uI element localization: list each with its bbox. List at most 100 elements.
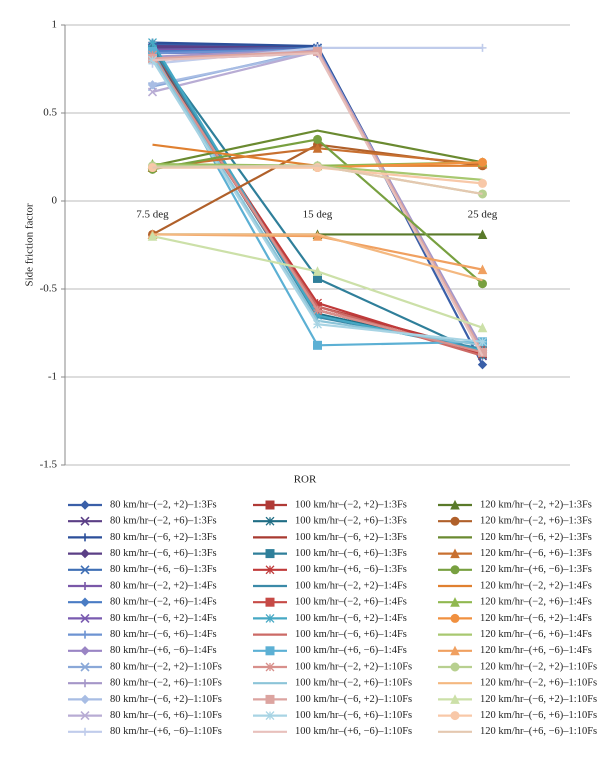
series-line (152, 233, 483, 282)
marker (478, 337, 487, 347)
marker (265, 646, 275, 656)
series-line (152, 164, 483, 196)
legend-label: 120 km/hr–(−6, +2)–1:4Fs (480, 613, 592, 624)
legend-label: 100 km/hr–(−2, +2)–1:4Fs (295, 580, 407, 591)
marker (81, 679, 89, 688)
marker (80, 711, 90, 721)
legend-label: 120 km/hr–(−6, +6)–1:4Fs (480, 629, 592, 640)
legend-label: 100 km/hr–(+6, −6)–1:3Fs (295, 564, 407, 575)
marker (80, 500, 90, 510)
marker (450, 499, 460, 510)
marker (478, 43, 487, 52)
series (152, 129, 483, 167)
x-tick-label: 7.5 deg (136, 209, 169, 221)
legend-label: 120 km/hr–(−2, +6)–1:3Fs (480, 516, 592, 527)
marker (450, 694, 460, 704)
legend-label: 100 km/hr–(−2, +6)–1:3Fs (295, 516, 407, 527)
marker (265, 516, 275, 526)
series-line (152, 52, 484, 357)
legend-label: 100 km/hr–(−6, +6)–1:10Fs (295, 710, 412, 721)
marker (450, 645, 460, 656)
legend-label: 80 km/hr–(−2, +2)–1:10Fs (110, 661, 222, 672)
series (147, 231, 488, 333)
series-line (151, 143, 483, 236)
marker (80, 662, 90, 672)
y-tick-label: -1.5 (40, 459, 58, 471)
legend-label: 80 km/hr–(−6, +6)–1:10Fs (110, 710, 222, 721)
marker (148, 38, 157, 48)
marker (81, 630, 89, 639)
marker (478, 157, 487, 167)
legend-label: 120 km/hr–(−2, +6)–1:4Fs (480, 597, 592, 608)
marker (450, 613, 460, 623)
legend-label: 80 km/hr–(−2, +6)–1:4Fs (110, 597, 217, 608)
marker (265, 662, 275, 672)
marker (265, 694, 275, 704)
legend-label: 80 km/hr–(−6, +2)–1:4Fs (110, 613, 217, 624)
marker (80, 613, 90, 623)
series (152, 164, 483, 196)
marker (450, 516, 460, 526)
legend-label: 80 km/hr–(−6, +6)–1:3Fs (110, 548, 217, 559)
legend-label: 120 km/hr–(−6, +6)–1:3Fs (480, 548, 592, 559)
marker (313, 305, 322, 315)
marker (478, 347, 487, 357)
legend-label: 120 km/hr–(+6, −6)–1:10Fs (480, 726, 597, 737)
marker (80, 694, 90, 705)
legend-label: 100 km/hr–(−6, +6)–1:3Fs (295, 548, 407, 559)
marker (265, 565, 275, 575)
marker (477, 229, 488, 239)
legend-label: 120 km/hr–(−2, +2)–1:4Fs (480, 580, 592, 591)
marker (147, 231, 158, 241)
legend-label: 120 km/hr–(−2, +6)–1:10Fs (480, 678, 597, 689)
marker (147, 80, 158, 90)
marker (478, 178, 487, 188)
legend-label: 80 km/hr–(+6, −6)–1:4Fs (110, 645, 217, 656)
series-line (152, 129, 483, 167)
legend-label: 80 km/hr–(−6, +2)–1:3Fs (110, 532, 217, 543)
marker (450, 662, 460, 672)
marker (80, 565, 90, 575)
marker (450, 565, 460, 575)
marker (312, 231, 323, 241)
legend-label: 80 km/hr–(−2, +2)–1:4Fs (110, 580, 217, 591)
legend-label: 100 km/hr–(−6, +2)–1:10Fs (295, 694, 412, 705)
legend-label: 100 km/hr–(−6, +2)–1:4Fs (295, 613, 407, 624)
y-tick-label: 1 (52, 19, 58, 31)
x-tick-label: 15 deg (303, 209, 333, 221)
legend-label: 100 km/hr–(−2, +6)–1:10Fs (295, 678, 412, 689)
y-axis-title: Side friction factor (24, 203, 36, 286)
marker (313, 319, 322, 329)
legend-label: 100 km/hr–(−2, +6)–1:4Fs (295, 597, 407, 608)
legend-label: 120 km/hr–(+6, −6)–1:4Fs (480, 645, 592, 656)
y-tick-label: -0.5 (40, 283, 58, 295)
marker (265, 711, 275, 721)
marker (313, 310, 322, 320)
legend-label: 100 km/hr–(+6, −6)–1:10Fs (295, 726, 412, 737)
y-tick-label: 0 (52, 195, 58, 207)
marker (450, 711, 460, 721)
series (148, 50, 487, 357)
marker (81, 582, 89, 590)
x-tick-label: 25 deg (468, 209, 498, 221)
marker (450, 597, 460, 607)
legend-label: 80 km/hr–(−2, +6)–1:10Fs (110, 678, 222, 689)
legend-label: 80 km/hr–(−2, +6)–1:3Fs (110, 516, 217, 527)
marker (265, 613, 275, 623)
marker (81, 533, 89, 542)
marker (313, 134, 322, 144)
legend-label: 100 km/hr–(+6, −6)–1:4Fs (295, 645, 407, 656)
marker (80, 548, 90, 559)
marker (477, 264, 488, 275)
legend-label: 120 km/hr–(−2, +2)–1:10Fs (480, 661, 597, 672)
legend-label: 120 km/hr–(−2, +2)–1:3Fs (480, 499, 592, 510)
marker (265, 597, 275, 607)
legend-label: 80 km/hr–(−6, +2)–1:10Fs (110, 694, 222, 705)
marker (313, 298, 322, 308)
marker (477, 359, 488, 370)
y-tick-label: -1 (48, 371, 57, 383)
series (152, 233, 483, 282)
marker (312, 266, 323, 276)
y-tick-label: 0.5 (43, 107, 57, 119)
